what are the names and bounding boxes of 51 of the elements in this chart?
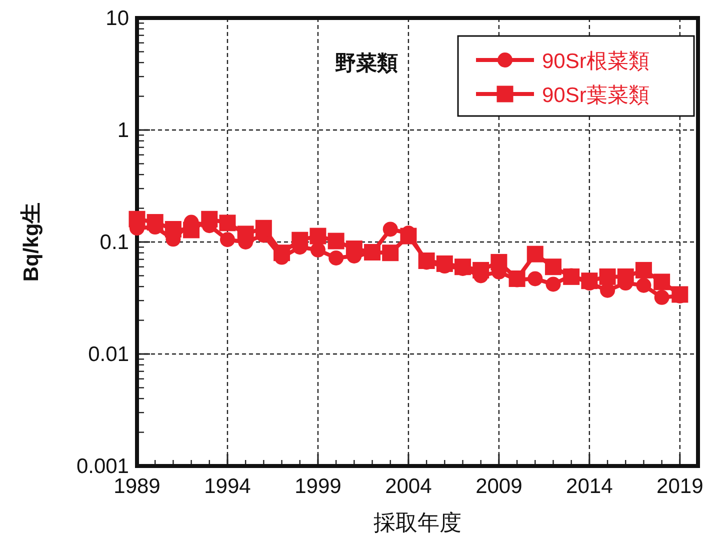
point [201,210,218,228]
x-tick-label: 1999 [294,475,342,498]
point [472,262,490,278]
point [146,214,164,231]
point [490,254,508,270]
point [219,214,236,232]
x-tick-label: 1994 [204,475,252,498]
point [544,258,562,276]
point [636,278,652,293]
point [183,222,200,238]
x-tick-label: 2004 [385,475,432,498]
point [310,228,326,244]
x-tick-label: 2019 [656,475,704,498]
point [617,268,634,285]
y-tick-label: 1 [117,119,129,142]
point [635,262,652,278]
x-tick-label: 2014 [566,475,614,498]
point [454,258,471,276]
y-tick-label: 0.01 [88,343,129,366]
point [528,271,543,286]
x-tick-label: 1989 [114,475,160,498]
y-tick-label: 0.001 [76,455,129,478]
point [255,220,272,236]
point [328,250,344,266]
y-tick-label: 10 [106,7,129,30]
point [274,244,290,262]
legend-label: 90Sr根菜類 [542,50,650,73]
point [128,210,146,228]
point [237,226,254,242]
y-tick-label: 0.1 [100,231,129,254]
point [220,232,235,248]
point [382,244,399,262]
point [581,272,598,290]
point [654,290,670,305]
point [382,222,398,237]
point [164,220,182,238]
point [654,274,670,290]
point [546,276,561,292]
point [599,268,616,285]
y-axis-title: Bq/kg生 [20,202,43,282]
point [526,246,544,262]
point [328,232,344,250]
point [310,242,326,258]
point [600,282,616,298]
x-axis-title: 採取年度 [374,510,462,535]
x-tick-label: 2009 [476,475,522,498]
point [346,240,362,258]
point [292,232,308,248]
annotation: 野菜類 [335,52,398,75]
legend-label: 90Sr葉菜類 [542,84,650,107]
point [436,255,453,272]
